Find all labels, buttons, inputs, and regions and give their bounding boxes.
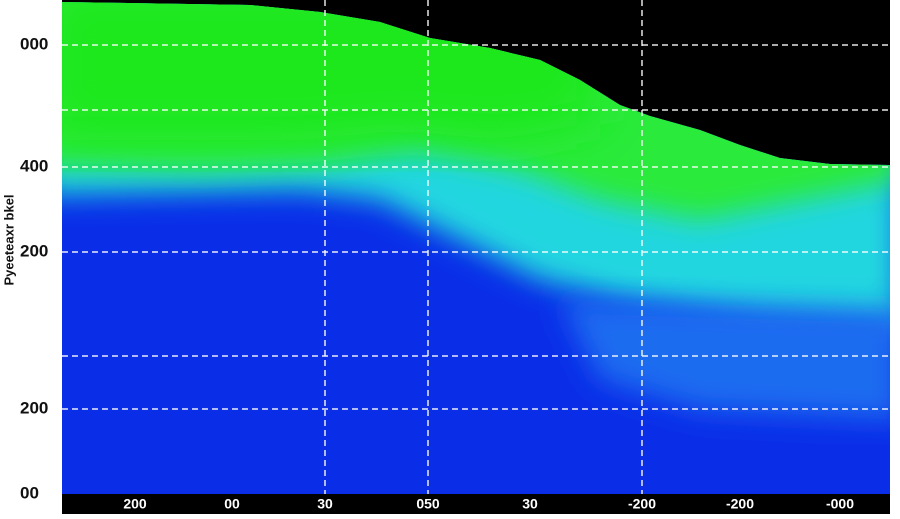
x-tick-label: -000 (826, 496, 854, 512)
y-tick-label: 00 (20, 483, 39, 502)
y-tick-label: 000 (20, 34, 48, 53)
x-axis-bar (62, 494, 890, 514)
x-tick-label: -200 (628, 496, 656, 512)
x-tick-label: 30 (522, 496, 538, 512)
x-tick-label: -200 (726, 496, 754, 512)
x-tick-label: 050 (416, 496, 440, 512)
x-tick-label: 200 (123, 496, 147, 512)
x-tick-label: 30 (317, 496, 333, 512)
y-tick-label: 200 (20, 241, 48, 260)
grid (62, 0, 890, 494)
y-tick-label: 200 (20, 398, 48, 417)
x-tick-label: 00 (224, 496, 240, 512)
y-tick-label: 400 (20, 156, 48, 175)
y-axis-label: Pyeeteaxr bkel (1, 194, 16, 285)
